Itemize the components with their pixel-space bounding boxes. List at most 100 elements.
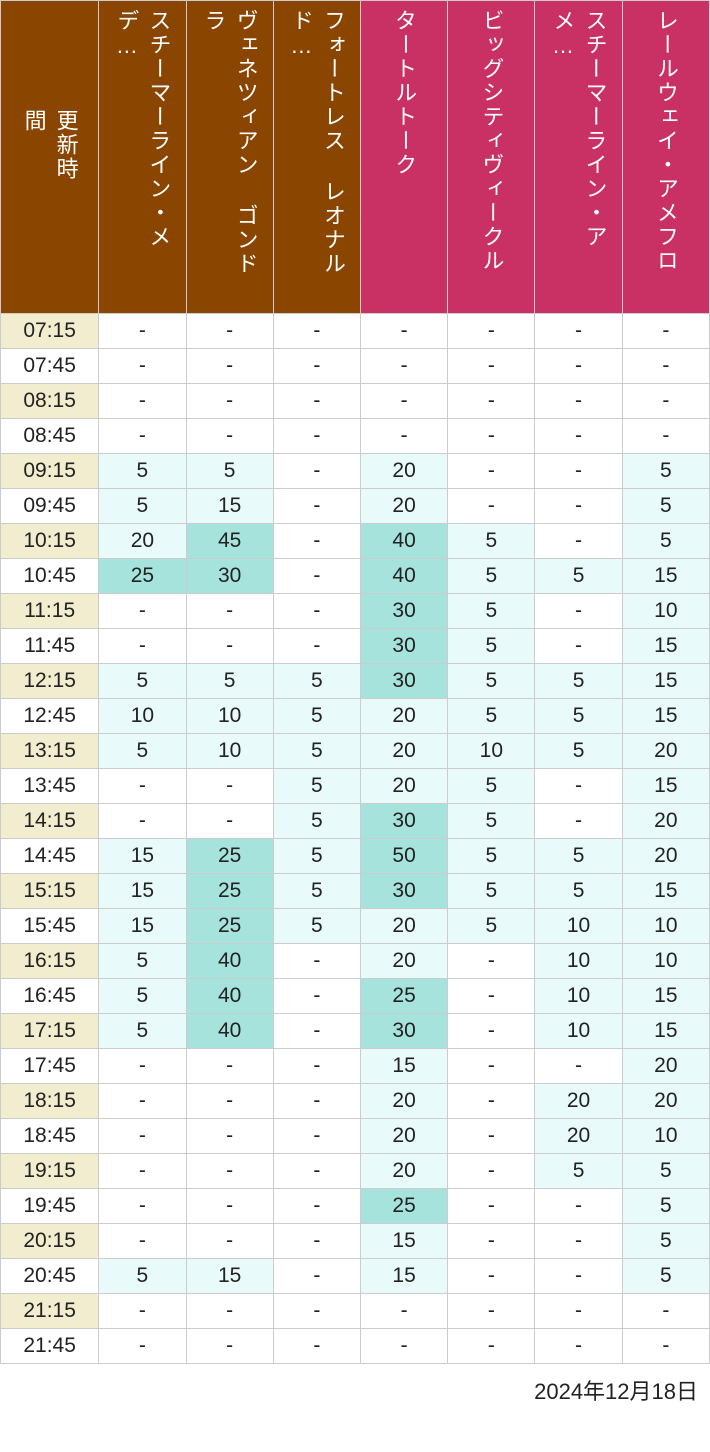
value-cell: 10 <box>535 909 622 944</box>
value-cell: 20 <box>360 769 447 804</box>
value-cell: - <box>273 629 360 664</box>
time-cell: 10:45 <box>1 559 99 594</box>
table-row: 15:45152552051010 <box>1 909 710 944</box>
time-cell: 09:45 <box>1 489 99 524</box>
value-cell: 5 <box>448 559 535 594</box>
value-cell: - <box>535 1224 622 1259</box>
value-cell: 30 <box>360 594 447 629</box>
value-cell: 15 <box>186 489 273 524</box>
value-cell: - <box>99 349 186 384</box>
value-cell: - <box>535 629 622 664</box>
value-cell: - <box>448 1084 535 1119</box>
value-cell: - <box>273 979 360 1014</box>
value-cell: 15 <box>360 1259 447 1294</box>
value-cell: 10 <box>186 734 273 769</box>
value-cell: - <box>186 804 273 839</box>
value-cell: 20 <box>535 1084 622 1119</box>
value-cell: 15 <box>622 874 709 909</box>
time-cell: 12:15 <box>1 664 99 699</box>
value-cell: 5 <box>99 734 186 769</box>
table-row: 09:1555-20--5 <box>1 454 710 489</box>
time-cell: 07:15 <box>1 314 99 349</box>
value-cell: 5 <box>273 734 360 769</box>
value-cell: 10 <box>622 944 709 979</box>
time-cell: 07:45 <box>1 349 99 384</box>
value-cell: - <box>273 419 360 454</box>
table-header: 更新時間スチーマーライン・メデ…ヴェネツィアン ゴンドラフォートレス レオナルド… <box>1 1 710 314</box>
value-cell: 5 <box>273 839 360 874</box>
value-cell: - <box>186 1224 273 1259</box>
value-cell: 25 <box>186 874 273 909</box>
value-cell: - <box>535 1049 622 1084</box>
value-cell: 20 <box>360 944 447 979</box>
value-cell: - <box>360 384 447 419</box>
value-cell: - <box>186 1294 273 1329</box>
value-cell: 20 <box>360 1154 447 1189</box>
value-cell: - <box>448 314 535 349</box>
value-cell: - <box>273 1049 360 1084</box>
value-cell: 5 <box>448 594 535 629</box>
value-cell: 5 <box>535 734 622 769</box>
value-cell: 5 <box>535 559 622 594</box>
time-cell: 18:45 <box>1 1119 99 1154</box>
value-cell: - <box>99 314 186 349</box>
time-cell: 21:45 <box>1 1329 99 1364</box>
value-cell: - <box>99 804 186 839</box>
value-cell: 5 <box>273 874 360 909</box>
header-col-2: フォートレス レオナルド… <box>273 1 360 314</box>
value-cell: 5 <box>622 1189 709 1224</box>
table-row: 21:45------- <box>1 1329 710 1364</box>
table-row: 16:45540-25-1015 <box>1 979 710 1014</box>
value-cell: 5 <box>99 664 186 699</box>
value-cell: 15 <box>99 874 186 909</box>
value-cell: 15 <box>622 699 709 734</box>
value-cell: 20 <box>360 734 447 769</box>
table-row: 13:45--5205-15 <box>1 769 710 804</box>
value-cell: - <box>186 1189 273 1224</box>
value-cell: - <box>273 944 360 979</box>
value-cell: 5 <box>622 1224 709 1259</box>
value-cell: 5 <box>448 769 535 804</box>
value-cell: 10 <box>535 1014 622 1049</box>
value-cell: - <box>448 1329 535 1364</box>
value-cell: - <box>448 1154 535 1189</box>
value-cell: 30 <box>186 559 273 594</box>
value-cell: - <box>273 1189 360 1224</box>
value-cell: 30 <box>360 629 447 664</box>
value-cell: - <box>622 349 709 384</box>
header-col-5: スチーマーライン・アメ… <box>535 1 622 314</box>
header-row: 更新時間スチーマーライン・メデ…ヴェネツィアン ゴンドラフォートレス レオナルド… <box>1 1 710 314</box>
value-cell: - <box>448 489 535 524</box>
time-cell: 18:15 <box>1 1084 99 1119</box>
value-cell: - <box>273 524 360 559</box>
value-cell: - <box>99 1154 186 1189</box>
value-cell: - <box>99 384 186 419</box>
value-cell: - <box>448 1224 535 1259</box>
value-cell: - <box>535 524 622 559</box>
table-row: 08:45------- <box>1 419 710 454</box>
value-cell: - <box>360 349 447 384</box>
table-row: 07:15------- <box>1 314 710 349</box>
time-cell: 13:15 <box>1 734 99 769</box>
value-cell: - <box>99 1329 186 1364</box>
value-cell: - <box>273 1294 360 1329</box>
time-cell: 20:15 <box>1 1224 99 1259</box>
value-cell: - <box>99 1294 186 1329</box>
value-cell: - <box>273 1119 360 1154</box>
value-cell: 5 <box>99 489 186 524</box>
value-cell: 10 <box>535 979 622 1014</box>
value-cell: - <box>186 1084 273 1119</box>
time-cell: 21:15 <box>1 1294 99 1329</box>
table-row: 17:45---15--20 <box>1 1049 710 1084</box>
value-cell: - <box>99 629 186 664</box>
value-cell: 15 <box>622 664 709 699</box>
time-cell: 08:15 <box>1 384 99 419</box>
value-cell: - <box>535 804 622 839</box>
table-row: 12:15555305515 <box>1 664 710 699</box>
value-cell: 30 <box>360 1014 447 1049</box>
value-cell: - <box>448 1189 535 1224</box>
time-cell: 14:15 <box>1 804 99 839</box>
table-row: 19:15---20-55 <box>1 1154 710 1189</box>
time-cell: 20:45 <box>1 1259 99 1294</box>
table-row: 08:15------- <box>1 384 710 419</box>
